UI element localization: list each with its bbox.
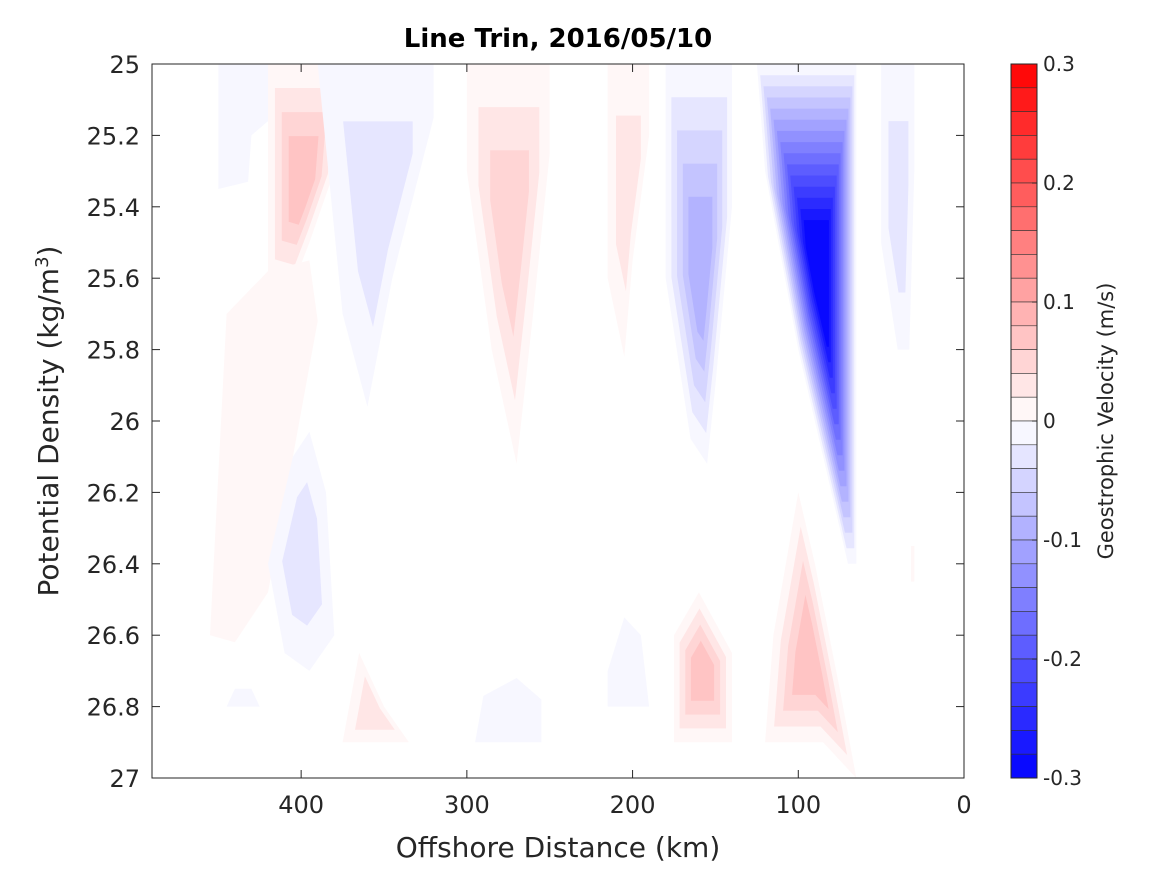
contour-region-7-14 xyxy=(803,220,829,347)
colorbar-band xyxy=(1010,539,1038,565)
colorbar xyxy=(1010,63,1038,779)
contour-region-2-0 xyxy=(210,260,318,643)
y-tick-label: 26.8 xyxy=(87,694,140,722)
contour-region-4-2 xyxy=(490,150,529,337)
colorbar-band xyxy=(1010,634,1038,660)
y-tick-label: 25.4 xyxy=(87,194,140,222)
x-axis-ticks: 400 300 200 100 0 xyxy=(278,64,972,819)
contour-region-6-4 xyxy=(688,196,713,341)
x-tick-label: 200 xyxy=(610,791,656,819)
colorbar-band xyxy=(1010,658,1038,684)
y-tick-label: 26.4 xyxy=(87,551,140,579)
contour-region-12-0 xyxy=(607,617,650,707)
colorbar-band xyxy=(1010,373,1038,398)
colorbar-tick-label: 0 xyxy=(1043,409,1056,433)
contour-region-16-0 xyxy=(911,546,915,582)
y-tick-label: 25.6 xyxy=(87,265,140,293)
colorbar-band xyxy=(1010,396,1038,422)
colorbar-band xyxy=(1010,182,1038,208)
colorbar-label: Geostrophic Velocity (m/s) xyxy=(1094,283,1118,560)
x-tick-label: 0 xyxy=(956,791,971,819)
colorbar-tick-label: 0.2 xyxy=(1043,171,1075,195)
colorbar-band xyxy=(1010,706,1038,731)
contour-region-14-3 xyxy=(792,594,829,710)
contour-fills xyxy=(210,64,915,778)
colorbar-band xyxy=(1010,349,1038,374)
colorbar-band xyxy=(1010,158,1038,184)
chart-title: Line Trin, 2016/05/10 xyxy=(404,24,712,54)
colorbar-band xyxy=(1010,492,1038,517)
colorbar-band xyxy=(1010,111,1038,136)
contour-region-13-3 xyxy=(690,640,715,701)
y-tick-label: 27 xyxy=(109,765,140,793)
colorbar-tick-label: -0.2 xyxy=(1043,647,1082,671)
contour-region-9-1 xyxy=(282,482,322,626)
x-axis-label: Offshore Distance (km) xyxy=(396,831,721,864)
colorbar-band xyxy=(1010,254,1038,279)
y-tick-label: 26.6 xyxy=(87,622,140,650)
colorbar-band xyxy=(1010,420,1038,446)
contour-region-1-3 xyxy=(288,136,319,225)
colorbar-band xyxy=(1010,682,1038,707)
colorbar-band xyxy=(1010,611,1038,636)
y-tick-label: 25 xyxy=(109,51,140,79)
contour-region-10-1 xyxy=(355,676,395,730)
y-axis-ticks: 25 25.2 25.4 25.6 25.8 26 26.2 26.4 26.6 26.8 27 xyxy=(87,51,964,793)
colorbar-band xyxy=(1010,206,1038,231)
colorbar-band xyxy=(1010,230,1038,255)
colorbar-band xyxy=(1010,87,1038,112)
colorbar-band xyxy=(1010,325,1038,350)
colorbar-band xyxy=(1010,468,1038,493)
colorbar-band xyxy=(1010,515,1038,541)
colorbar-tick-label: 0.3 xyxy=(1043,52,1075,76)
y-tick-label: 26.2 xyxy=(87,479,140,507)
x-tick-label: 300 xyxy=(444,791,490,819)
contour-region-8-1 xyxy=(888,121,909,293)
colorbar-ticks: 0.3 0.2 0.1 0 -0.1 -0.2 -0.3 xyxy=(1032,52,1082,790)
y-axis-label: Potential Density (kg/m3) xyxy=(32,246,65,597)
colorbar-band xyxy=(1010,135,1038,160)
colorbar-band xyxy=(1010,587,1038,612)
colorbar-band xyxy=(1010,730,1038,755)
colorbar-tick-label: -0.1 xyxy=(1043,528,1082,552)
colorbar-band xyxy=(1010,301,1038,327)
y-tick-label: 25.8 xyxy=(87,337,140,365)
y-tick-label: 26 xyxy=(109,408,140,436)
colorbar-band xyxy=(1010,753,1038,779)
x-tick-label: 100 xyxy=(775,791,821,819)
colorbar-band xyxy=(1010,563,1038,588)
contour-region-15-0 xyxy=(226,688,260,707)
contour-region-11-0 xyxy=(475,678,542,743)
contour-region-5-1 xyxy=(616,115,641,292)
colorbar-band xyxy=(1010,444,1038,469)
colorbar-tick-label: -0.3 xyxy=(1043,766,1082,790)
contour-region-3-1 xyxy=(343,121,413,328)
colorbar-band xyxy=(1010,63,1038,89)
colorbar-tick-label: 0.1 xyxy=(1043,290,1075,314)
y-tick-label: 25.2 xyxy=(87,122,140,150)
x-tick-label: 400 xyxy=(278,791,324,819)
colorbar-band xyxy=(1010,277,1038,303)
